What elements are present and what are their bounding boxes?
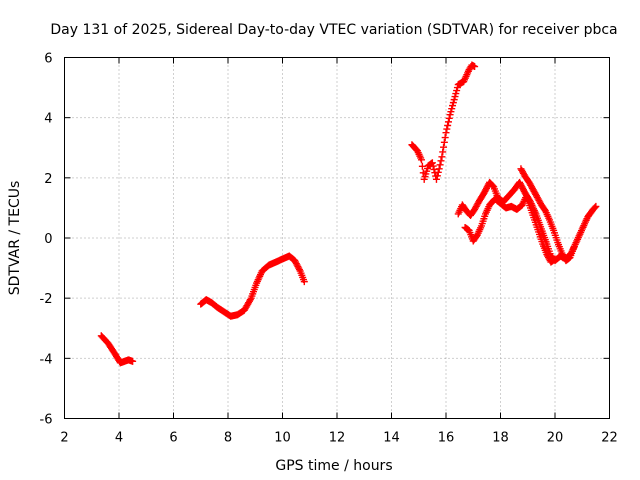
x-tick-label: 2	[60, 431, 68, 446]
data-point	[435, 165, 443, 173]
data-point	[591, 203, 599, 211]
x-tick-label: 16	[438, 431, 455, 446]
y-tick-label: 6	[44, 52, 52, 67]
data-point	[444, 118, 452, 126]
y-tick-label: 2	[44, 172, 52, 187]
y-axis-label: SDTVAR / TECUs	[7, 181, 23, 296]
data-point	[445, 114, 453, 122]
x-tick-label: 20	[547, 431, 564, 446]
data-points	[97, 61, 600, 367]
x-tick-labels: 2 4 6 8 10 12 14 16 18 20 22	[60, 431, 617, 446]
data-point	[441, 134, 449, 142]
data-point	[443, 125, 451, 133]
y-tick-label: 0	[44, 232, 52, 247]
grid-lines	[64, 57, 610, 419]
data-point	[592, 202, 600, 210]
x-tick-label: 8	[224, 431, 232, 446]
x-tick-label: 6	[169, 431, 177, 446]
data-point	[429, 162, 437, 170]
y-tick-label: -6	[40, 413, 53, 428]
chart-title: Day 131 of 2025, Sidereal Day-to-day VTE…	[50, 22, 617, 38]
data-point	[295, 266, 303, 274]
data-point	[246, 296, 254, 304]
x-tick-label: 14	[383, 431, 400, 446]
data-point	[433, 172, 441, 180]
data-point	[434, 168, 442, 176]
y-tick-label: -4	[40, 352, 53, 367]
data-point	[300, 278, 308, 286]
y-tick-labels: -6 -4 -2 0 2 4 6	[40, 52, 53, 428]
x-axis-label: GPS time / hours	[275, 458, 392, 474]
x-tick-label: 12	[329, 431, 346, 446]
x-tick-label: 18	[492, 431, 509, 446]
data-point	[439, 148, 447, 156]
data-point	[432, 175, 440, 183]
data-point	[471, 63, 479, 71]
data-point	[438, 153, 446, 161]
data-point	[442, 129, 450, 137]
y-tick-label: -2	[40, 292, 53, 307]
axis-ticks	[64, 57, 610, 419]
data-point	[551, 255, 559, 263]
data-point	[418, 162, 426, 170]
x-tick-label: 22	[601, 431, 618, 446]
y-tick-label: 4	[44, 112, 52, 127]
data-point	[129, 357, 137, 365]
x-tick-label: 4	[115, 431, 123, 446]
data-point	[440, 138, 448, 146]
data-point	[417, 156, 425, 164]
data-point	[437, 157, 445, 165]
data-point	[570, 243, 578, 251]
data-point	[440, 143, 448, 151]
data-point	[436, 161, 444, 169]
x-tick-label: 10	[274, 431, 291, 446]
data-point	[444, 121, 452, 129]
data-point	[428, 159, 436, 167]
